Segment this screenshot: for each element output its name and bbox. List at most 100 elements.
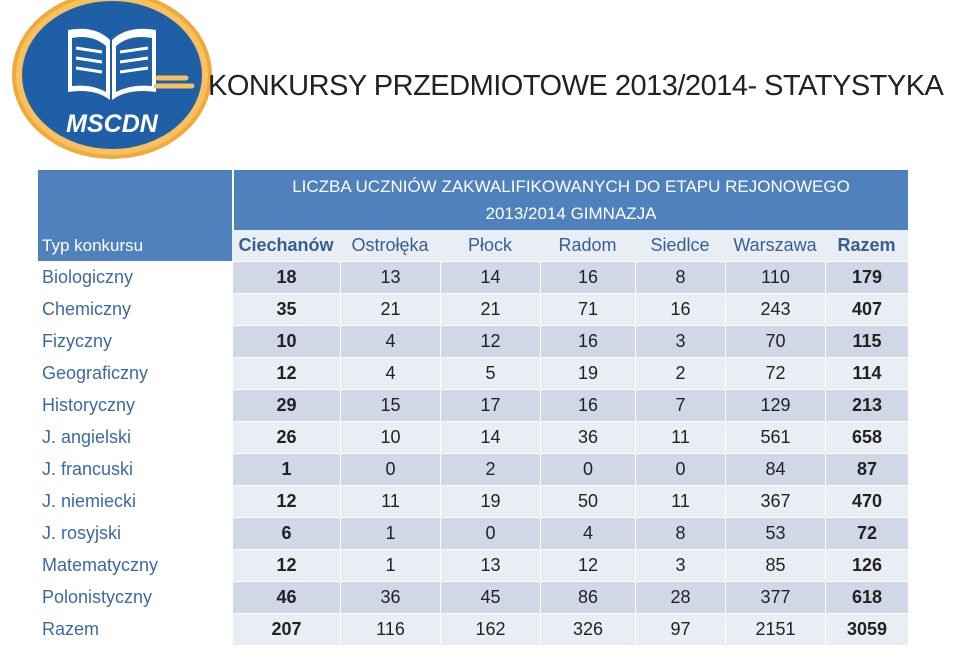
column-header: Razem [825,230,909,261]
table-cell: 53 [725,517,825,549]
row-label: J. angielski [38,421,232,453]
table-cell: 326 [540,613,635,645]
table-cell: 18 [232,261,340,293]
table-row: J. angielski 26 10 14 36 11 561 658 [38,421,909,453]
table-cell: 10 [340,421,440,453]
table-cell: 85 [725,549,825,581]
table-cell: 13 [440,549,540,581]
table-cell: 21 [340,293,440,325]
table-row: J. rosyjski 6 1 0 4 8 53 72 [38,517,909,549]
table-cell: 0 [440,517,540,549]
table-cell: 4 [340,325,440,357]
table-cell: 29 [232,389,340,421]
column-header: Ciechanów [232,230,340,261]
table-cell: 16 [540,389,635,421]
table-cell: 1 [340,549,440,581]
table-cell: 116 [340,613,440,645]
table-cell: 0 [635,453,725,485]
table-cell: 28 [635,581,725,613]
table-cell: 407 [825,293,909,325]
row-label: J. niemiecki [38,485,232,517]
table-row: Historyczny 29 15 17 16 7 129 213 [38,389,909,421]
table-cell: 6 [232,517,340,549]
table-cell: 207 [232,613,340,645]
table-cell: 3 [635,549,725,581]
column-header: Ostrołęka [340,230,440,261]
table-cell: 2151 [725,613,825,645]
column-header-row: Typ konkursu Ciechanów Ostrołęka Płock R… [38,230,909,261]
table-cell: 162 [440,613,540,645]
row-label: Fizyczny [38,325,232,357]
row-label: Razem [38,613,232,645]
row-label: Biologiczny [38,261,232,293]
table-row: Razem 207 116 162 326 97 2151 3059 [38,613,909,645]
column-header: Siedlce [635,230,725,261]
table-row: Geograficzny 12 4 5 19 2 72 114 [38,357,909,389]
row-label: J. francuski [38,453,232,485]
table-cell: 36 [540,421,635,453]
table-cell: 17 [440,389,540,421]
table-cell: 4 [340,357,440,389]
row-label: Chemiczny [38,293,232,325]
table-cell: 13 [340,261,440,293]
table-cell: 12 [232,549,340,581]
table-cell: 470 [825,485,909,517]
table-cell: 71 [540,293,635,325]
statistics-table-container: LICZBA UCZNIÓW ZAKWALIFIKOWANYCH DO ETAP… [38,170,909,645]
table-cell: 11 [340,485,440,517]
table-cell: 179 [825,261,909,293]
header-line-1: LICZBA UCZNIÓW ZAKWALIFIKOWANYCH DO ETAP… [292,177,850,196]
table-cell: 12 [232,485,340,517]
table-cell: 561 [725,421,825,453]
table-cell: 46 [232,581,340,613]
table-main-header: LICZBA UCZNIÓW ZAKWALIFIKOWANYCH DO ETAP… [232,170,909,230]
table-cell: 16 [635,293,725,325]
table-cell: 4 [540,517,635,549]
row-label: Matematyczny [38,549,232,581]
table-cell: 16 [540,261,635,293]
table-cell: 97 [635,613,725,645]
table-cell: 19 [540,357,635,389]
table-cell: 658 [825,421,909,453]
table-cell: 50 [540,485,635,517]
table-cell: 72 [825,517,909,549]
table-cell: 2 [440,453,540,485]
table-row: J. niemiecki 12 11 19 50 11 367 470 [38,485,909,517]
table-cell: 21 [440,293,540,325]
table-row: Matematyczny 12 1 13 12 3 85 126 [38,549,909,581]
table-row: Biologiczny 18 13 14 16 8 110 179 [38,261,909,293]
statistics-table: LICZBA UCZNIÓW ZAKWALIFIKOWANYCH DO ETAP… [38,170,909,645]
table-cell: 0 [340,453,440,485]
table-cell: 15 [340,389,440,421]
table-cell: 1 [232,453,340,485]
column-header: Radom [540,230,635,261]
table-cell: 126 [825,549,909,581]
table-cell: 213 [825,389,909,421]
header-blank-cell [38,170,232,230]
table-cell: 2 [635,357,725,389]
type-column-header: Typ konkursu [38,230,232,261]
table-cell: 7 [635,389,725,421]
table-cell: 114 [825,357,909,389]
table-cell: 0 [540,453,635,485]
row-label: Geograficzny [38,357,232,389]
row-label: J. rosyjski [38,517,232,549]
table-cell: 26 [232,421,340,453]
table-cell: 84 [725,453,825,485]
table-cell: 16 [540,325,635,357]
table-cell: 11 [635,485,725,517]
table-cell: 12 [540,549,635,581]
table-cell: 115 [825,325,909,357]
table-cell: 12 [232,357,340,389]
page-title: KONKURSY PRZEDMIOTOWE 2013/2014- STATYST… [208,70,944,102]
table-cell: 110 [725,261,825,293]
column-header: Warszawa [725,230,825,261]
table-cell: 14 [440,421,540,453]
table-cell: 12 [440,325,540,357]
table-cell: 367 [725,485,825,517]
table-body: Biologiczny 18 13 14 16 8 110 179 Chemiczny 35 21 2… [38,261,909,645]
table-cell: 8 [635,517,725,549]
table-cell: 72 [725,357,825,389]
table-cell: 14 [440,261,540,293]
column-header: Płock [440,230,540,261]
